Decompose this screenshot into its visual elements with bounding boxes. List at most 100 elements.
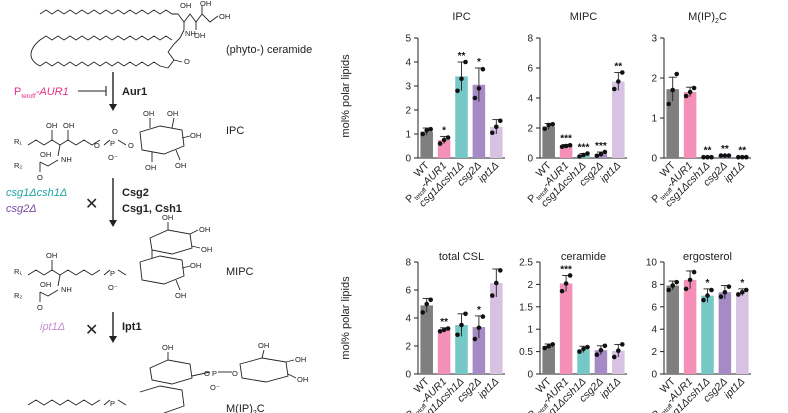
chart-title: MIPC bbox=[570, 11, 598, 23]
ipc-oh-4: OH bbox=[143, 109, 154, 118]
data-point bbox=[445, 326, 451, 331]
data-point bbox=[542, 126, 547, 132]
csg1-csh1-mutant-label: csg1Δcsh1Δ bbox=[6, 187, 67, 199]
ipc-p: P bbox=[110, 139, 115, 148]
data-point bbox=[437, 141, 443, 146]
data-point bbox=[691, 85, 697, 91]
ipc-oh-8: OH bbox=[145, 163, 156, 172]
significance-label: * bbox=[477, 305, 481, 316]
bar bbox=[666, 285, 679, 374]
data-point bbox=[701, 297, 706, 303]
data-point bbox=[709, 154, 714, 160]
csg2-mutant-label: csg2Δ bbox=[6, 203, 37, 215]
mipc-r2: R₂ bbox=[14, 291, 22, 300]
ceramide-structure bbox=[30, 6, 219, 69]
bar bbox=[683, 279, 697, 374]
y-tick-label: 2 bbox=[527, 124, 533, 135]
data-point bbox=[428, 297, 433, 303]
mip2c-oh-1: OH bbox=[162, 343, 173, 352]
significance-label: ** bbox=[440, 317, 448, 328]
data-point bbox=[674, 71, 679, 77]
y-tick-label: 1 bbox=[527, 325, 533, 336]
data-point bbox=[577, 349, 582, 354]
data-point bbox=[683, 286, 689, 292]
data-point bbox=[666, 101, 671, 107]
data-point bbox=[498, 268, 503, 273]
data-point bbox=[424, 301, 429, 307]
chart-title: total CSL bbox=[439, 251, 484, 263]
mipc-oh-7: OH bbox=[175, 291, 186, 300]
mipc-ominus: O⁻ bbox=[108, 283, 118, 292]
data-point bbox=[424, 128, 429, 133]
ipt1-mutant-label: ipt1Δ bbox=[40, 321, 65, 333]
data-point bbox=[666, 287, 671, 293]
y-tick-label: 8 bbox=[651, 280, 657, 291]
ipc-r1: R₁ bbox=[14, 137, 22, 146]
data-point bbox=[705, 154, 710, 160]
ipc-label: IPC bbox=[226, 125, 244, 137]
bar bbox=[455, 76, 468, 158]
y-tick-label: 0 bbox=[651, 370, 657, 381]
data-point bbox=[744, 154, 749, 160]
data-point bbox=[581, 152, 586, 158]
bar bbox=[701, 295, 714, 374]
data-point bbox=[709, 287, 714, 293]
y-tick-label: 6 bbox=[527, 64, 533, 75]
chart-panel-3: total CSL02468WT**Ptetoff-AUR1csg1Δcsh1Δ… bbox=[403, 251, 505, 413]
bar bbox=[718, 292, 732, 374]
data-point bbox=[726, 284, 732, 289]
chart-title: ceramide bbox=[561, 251, 606, 263]
ipc-o-1: O bbox=[37, 173, 43, 182]
data-point bbox=[581, 346, 586, 352]
data-point bbox=[563, 143, 569, 149]
data-point bbox=[687, 89, 693, 95]
data-point bbox=[459, 76, 464, 82]
csg2-enzyme-label: Csg2 bbox=[122, 187, 149, 199]
ptetoff-aur1-label: Ptetoff-AUR1 bbox=[14, 86, 69, 100]
mipc-nh: NH bbox=[61, 285, 72, 294]
mip2c-o-1: O bbox=[204, 369, 210, 378]
data-point bbox=[546, 122, 551, 128]
y-tick-label: 8 bbox=[405, 258, 411, 269]
data-point bbox=[459, 322, 464, 328]
data-point bbox=[616, 348, 621, 354]
y-tick-label: 4 bbox=[405, 314, 411, 325]
mip2c-p-2: P bbox=[110, 399, 115, 408]
bar bbox=[420, 305, 433, 374]
mip2c-oh-3: OH bbox=[295, 355, 306, 364]
ipc-o-3: O bbox=[112, 127, 118, 136]
data-point bbox=[476, 325, 482, 331]
ipc-oh-6: OH bbox=[190, 131, 201, 140]
data-point bbox=[476, 86, 482, 91]
data-point bbox=[563, 281, 569, 286]
x-category-label: ipt1Δ bbox=[722, 160, 747, 185]
chart-title: ergosterol bbox=[683, 251, 732, 263]
mipc-label: MIPC bbox=[226, 266, 254, 278]
csg-block-cross: ✕ bbox=[85, 196, 98, 213]
data-point bbox=[670, 87, 675, 93]
ipc-oh-5: OH bbox=[167, 109, 178, 118]
bar bbox=[559, 146, 573, 158]
mip2c-oh-4: OH bbox=[297, 375, 308, 384]
step3-arrowhead bbox=[109, 336, 117, 343]
data-point bbox=[740, 154, 745, 160]
data-point bbox=[674, 279, 679, 285]
bar bbox=[542, 346, 555, 374]
data-point bbox=[498, 118, 503, 124]
svg-text:Ptetoff-AUR1: Ptetoff-AUR1 bbox=[14, 86, 69, 100]
data-point bbox=[602, 149, 608, 155]
data-point bbox=[472, 95, 478, 101]
data-point bbox=[585, 151, 590, 156]
data-point bbox=[490, 293, 495, 298]
ipt1-enzyme-label: Ipt1 bbox=[122, 321, 142, 333]
y-tick-label: 2 bbox=[527, 280, 533, 291]
significance-label: *** bbox=[595, 141, 607, 152]
mip2c-ominus: O⁻ bbox=[210, 383, 220, 392]
y-tick-label: 1 bbox=[405, 130, 411, 141]
significance-label: * bbox=[706, 278, 710, 289]
ceramide-o: O bbox=[184, 57, 190, 66]
data-point bbox=[594, 352, 600, 358]
significance-label: *** bbox=[560, 134, 572, 145]
data-point bbox=[455, 88, 460, 94]
ipc-oh-1: OH bbox=[46, 121, 57, 130]
